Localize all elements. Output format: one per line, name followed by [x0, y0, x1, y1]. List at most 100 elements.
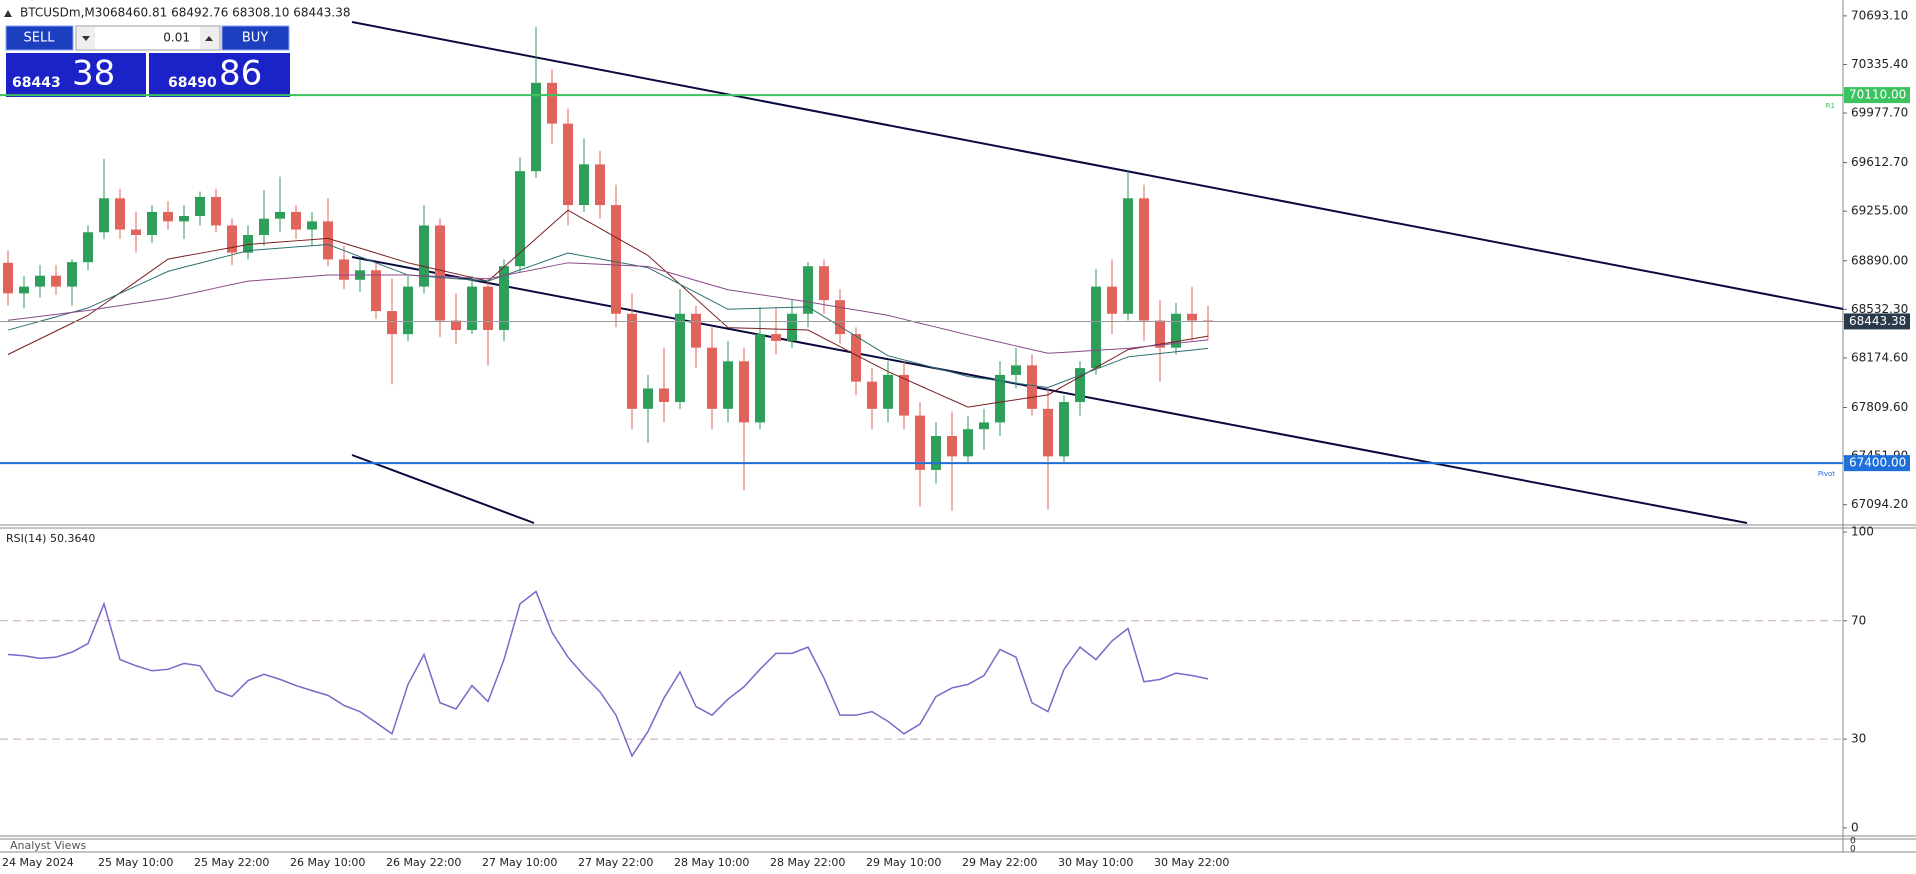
- x-tick-label: 27 May 10:00: [482, 856, 557, 869]
- trend-line: [351, 256, 1748, 524]
- analyst-views-title: Analyst Views: [10, 839, 86, 852]
- down-arrow: [82, 36, 90, 41]
- candle-body: [1059, 402, 1069, 457]
- x-tick-label: 29 May 10:00: [866, 856, 941, 869]
- candle-body: [3, 262, 13, 294]
- lot-input[interactable]: [75, 25, 221, 51]
- level-label-box: [1844, 87, 1910, 104]
- candle-body: [275, 211, 285, 219]
- y-tick-label: 69977.70: [1851, 106, 1908, 120]
- candle-body: [499, 266, 509, 331]
- panel-title: RSI(14) 50.3640: [6, 532, 95, 545]
- candle-body: [387, 311, 397, 335]
- x-tick-label: 26 May 22:00: [386, 856, 461, 869]
- level-label: 67400.00: [1849, 456, 1906, 470]
- y-tick-label: 69612.70: [1851, 155, 1908, 169]
- level-tag: R1: [1826, 102, 1835, 110]
- candle-body: [307, 221, 317, 230]
- candle-body: [1123, 198, 1133, 314]
- y-tick-label: 68174.60: [1851, 350, 1908, 364]
- lot-value[interactable]: 0.01: [163, 31, 190, 45]
- sell-button[interactable]: [5, 25, 74, 51]
- candle-body: [867, 381, 877, 409]
- up-arrow: [205, 36, 213, 41]
- candle-body: [707, 347, 717, 409]
- candle-body: [627, 313, 637, 409]
- sell-label[interactable]: SELL: [24, 31, 56, 46]
- trade-panel: SELL 0.01 BUY 68443 38 68490 86: [5, 25, 290, 97]
- sell-price-box[interactable]: [6, 53, 146, 97]
- x-tick-label: 30 May 22:00: [1154, 856, 1229, 869]
- rsi-line: [7, 590, 1209, 758]
- candle-body: [147, 211, 157, 235]
- candle-body: [371, 270, 381, 312]
- candle-body: [163, 211, 173, 222]
- candle-body: [515, 171, 525, 267]
- x-tick-label: 28 May 22:00: [770, 856, 845, 869]
- candle-body: [531, 82, 541, 172]
- candle-body: [771, 334, 781, 341]
- y-tick-label: 70335.40: [1851, 57, 1908, 71]
- moving-average: [7, 262, 1209, 354]
- candle-body: [99, 198, 109, 233]
- candle-body: [979, 422, 989, 430]
- candle-body: [1155, 320, 1165, 348]
- candle-body: [1027, 365, 1037, 409]
- collapse-icon[interactable]: [4, 10, 12, 17]
- candle-body: [739, 361, 749, 423]
- level-label: 70110.00: [1849, 88, 1906, 102]
- x-tick-label: 25 May 10:00: [98, 856, 173, 869]
- candle-body: [227, 225, 237, 253]
- candle-body: [851, 334, 861, 382]
- candle-body: [963, 429, 973, 457]
- candle-body: [339, 259, 349, 280]
- y-tick-label: 0: [1851, 820, 1859, 834]
- candle-body: [35, 275, 45, 287]
- buy-price-box[interactable]: [149, 53, 290, 97]
- candle-body: [419, 225, 429, 287]
- candle-body: [403, 286, 413, 335]
- trend-line: [351, 21, 1844, 310]
- candle-body: [691, 313, 701, 348]
- candle-body: [899, 374, 909, 416]
- candle-body: [1107, 286, 1117, 314]
- candle-body: [995, 374, 1005, 423]
- candle-body: [595, 164, 605, 206]
- y-tick-label: 69255.00: [1851, 204, 1908, 218]
- candle-body: [259, 218, 269, 235]
- candle-body: [755, 334, 765, 423]
- candle-body: [835, 300, 845, 335]
- candle-body: [947, 435, 957, 457]
- y-tick-label: 70: [1851, 613, 1866, 627]
- candle-body: [563, 123, 573, 206]
- x-tick-label: 26 May 10:00: [290, 856, 365, 869]
- candle-body: [451, 320, 461, 331]
- buy-button[interactable]: [221, 25, 290, 51]
- candle-body: [467, 286, 477, 331]
- buy-price-main: 68490: [168, 75, 217, 91]
- y-tick-label: 67094.20: [1851, 497, 1908, 511]
- candle-body: [643, 388, 653, 409]
- candle-body: [67, 262, 77, 287]
- y-tick-label: 100: [1851, 525, 1874, 539]
- candle-body: [1011, 365, 1021, 375]
- candle-body: [579, 164, 589, 206]
- y-tick-label: 30: [1851, 732, 1866, 746]
- candle-body: [659, 388, 669, 403]
- analyst-axis-label: 0: [1850, 837, 1856, 847]
- x-tick-label: 29 May 22:00: [962, 856, 1037, 869]
- candle-body: [931, 435, 941, 470]
- candle-body: [611, 205, 621, 314]
- moving-average: [7, 243, 1209, 389]
- y-tick-label: 67809.60: [1851, 400, 1908, 414]
- candle-body: [483, 286, 493, 331]
- quote: 68460.81 68492.76 68308.10 68443.38: [110, 6, 350, 20]
- buy-label[interactable]: BUY: [242, 31, 268, 46]
- analyst-axis-label: 0: [1850, 845, 1856, 855]
- candle-body: [83, 232, 93, 263]
- y-tick-label: 68532.30: [1851, 302, 1908, 316]
- x-tick-label: 30 May 10:00: [1058, 856, 1133, 869]
- level-tag: Pivot: [1818, 470, 1835, 478]
